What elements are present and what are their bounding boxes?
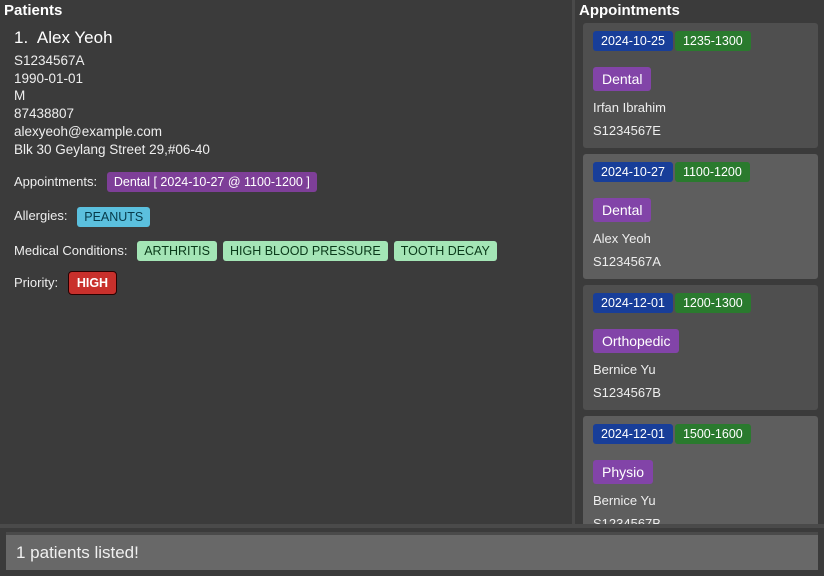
allergy-badge: PEANUTS (77, 207, 150, 227)
appointment-patient-name: Bernice Yu (593, 493, 808, 508)
appointment-time: 1500-1600 (675, 424, 751, 444)
appointment-date: 2024-10-27 (593, 162, 673, 182)
appointment-date: 2024-12-01 (593, 293, 673, 313)
conditions-row: Medical Conditions: ARTHRITIS HIGH BLOOD … (14, 233, 558, 261)
condition-badge: TOOTH DECAY (394, 241, 497, 261)
patient-email: alexyeoh@example.com (14, 123, 558, 140)
allergies-label: Allergies: (14, 208, 67, 225)
priority-label: Priority: (14, 275, 58, 292)
appointment-patient-name: Bernice Yu (593, 362, 808, 377)
appointment-card[interactable]: 2024-10-251235-1300 Dental Irfan Ibrahim S1… (583, 23, 818, 148)
horizontal-divider (0, 524, 824, 529)
appointment-date: 2024-12-01 (593, 424, 673, 444)
appointment-patient-id: S1234567B (593, 516, 808, 524)
patient-id: S1234567A (14, 52, 558, 69)
appointment-patient-id: S1234567A (593, 254, 808, 269)
appointment-type: Dental (593, 198, 651, 222)
appointments-list[interactable]: 2024-10-251235-1300 Dental Irfan Ibrahim S1… (575, 23, 824, 524)
appointment-time: 1100-1200 (675, 162, 750, 182)
priority-row: Priority: HIGH (14, 271, 558, 295)
appointment-patient-name: Alex Yeoh (593, 231, 808, 246)
appointments-label: Appointments: (14, 174, 97, 191)
appointment-patient-name: Irfan Ibrahim (593, 100, 808, 115)
status-bar: 1 patients listed! (6, 532, 818, 570)
condition-badge: ARTHRITIS (137, 241, 217, 261)
appointment-card[interactable]: 2024-12-011500-1600 Physio Bernice Yu S1234… (583, 416, 818, 524)
patient-gender: M (14, 87, 558, 104)
appointment-patient-id: S1234567E (593, 123, 808, 138)
appointment-time: 1235-1300 (675, 31, 751, 51)
patient-card[interactable]: 1. Alex Yeoh S1234567A 1990-01-01 M 8743… (0, 23, 572, 305)
patients-panel: Patients 1. Alex Yeoh S1234567A 1990-01-… (0, 0, 575, 524)
patient-address: Blk 30 Geylang Street 29,#06-40 (14, 141, 558, 158)
appointments-row: Appointments: Dental [ 2024-10-27 @ 1100… (14, 164, 558, 192)
patient-index: 1. (14, 28, 28, 47)
condition-badge: HIGH BLOOD PRESSURE (223, 241, 388, 261)
appointments-panel: Appointments 2024-10-251235-1300 Dental Ir… (575, 0, 824, 524)
allergies-row: Allergies: PEANUTS (14, 198, 558, 226)
appointment-date: 2024-10-25 (593, 31, 673, 51)
appointment-card[interactable]: 2024-10-271100-1200 Dental Alex Yeoh S12345… (583, 154, 818, 279)
patient-phone: 87438807 (14, 105, 558, 122)
appointment-type: Dental (593, 67, 651, 91)
appointment-badge: Dental [ 2024-10-27 @ 1100-1200 ] (107, 172, 317, 192)
patient-name: Alex Yeoh (37, 28, 113, 47)
patients-header: Patients (0, 0, 572, 23)
status-text: 1 patients listed! (16, 543, 139, 563)
priority-badge: HIGH (68, 271, 117, 295)
patient-name-line: 1. Alex Yeoh (14, 27, 558, 49)
appointment-time: 1200-1300 (675, 293, 751, 313)
patient-dob: 1990-01-01 (14, 70, 558, 87)
appointment-card[interactable]: 2024-12-011200-1300 Orthopedic Bernice Yu S… (583, 285, 818, 410)
main-row: Patients 1. Alex Yeoh S1234567A 1990-01-… (0, 0, 824, 524)
appointments-header: Appointments (575, 0, 824, 23)
appointment-patient-id: S1234567B (593, 385, 808, 400)
appointment-type: Physio (593, 460, 653, 484)
conditions-label: Medical Conditions: (14, 243, 127, 260)
appointment-type: Orthopedic (593, 329, 679, 353)
